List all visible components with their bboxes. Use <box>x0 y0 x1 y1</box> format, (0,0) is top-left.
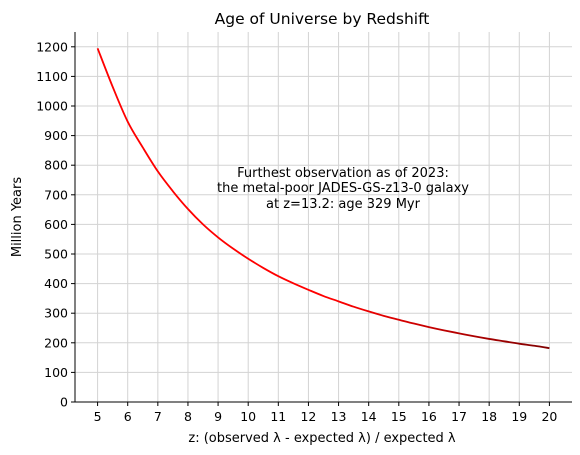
x-tick-label: 16 <box>421 409 437 424</box>
x-tick-label: 19 <box>511 409 527 424</box>
x-tick-label: 18 <box>481 409 497 424</box>
annotation: Furthest observation as of 2023: the met… <box>217 166 469 212</box>
x-tick-label: 15 <box>391 409 407 424</box>
y-tick-label: 200 <box>44 335 68 350</box>
x-tick-label: 20 <box>541 409 557 424</box>
x-ticks: 5 6 7 8 9 10 11 12 13 14 15 16 17 18 19 20 <box>94 402 557 424</box>
y-tick-label: 700 <box>44 187 68 202</box>
x-tick-label: 7 <box>154 409 162 424</box>
x-tick-label: 10 <box>240 409 256 424</box>
series-line <box>96 47 550 350</box>
x-tick-label: 17 <box>451 409 467 424</box>
y-tick-label: 800 <box>44 158 68 173</box>
x-tick-label: 14 <box>361 409 377 424</box>
y-tick-label: 600 <box>44 217 68 232</box>
x-axis-title: z: (observed λ - expected λ) / expected … <box>188 431 456 446</box>
y-tick-label: 500 <box>44 247 68 262</box>
grid <box>75 32 572 403</box>
y-tick-label: 1100 <box>36 69 68 84</box>
x-tick-label: 8 <box>184 409 192 424</box>
x-tick-label: 5 <box>94 409 102 424</box>
y-tick-label: 400 <box>44 276 68 291</box>
annotation-line-1: Furthest observation as of 2023: <box>237 166 449 181</box>
y-tick-label: 1200 <box>36 39 68 54</box>
y-axis-title: Million Years <box>10 177 25 258</box>
y-tick-label: 300 <box>44 306 68 321</box>
annotation-line-2: the metal-poor JADES-GS-z13-0 galaxy <box>217 181 469 196</box>
axes <box>74 32 572 403</box>
x-tick-label: 11 <box>270 409 286 424</box>
x-tick-label: 12 <box>300 409 316 424</box>
y-tick-label: 100 <box>44 365 68 380</box>
y-tick-label: 1000 <box>36 99 68 114</box>
annotation-line-3: at z=13.2: age 329 Myr <box>266 197 421 212</box>
x-tick-label: 6 <box>124 409 132 424</box>
x-tick-label: 9 <box>214 409 222 424</box>
chart-title: Age of Universe by Redshift <box>215 10 430 28</box>
y-ticks: 0 100 200 300 400 500 600 700 800 900 1000 1100 1200 <box>36 39 75 410</box>
x-tick-label: 13 <box>331 409 347 424</box>
y-tick-label: 900 <box>44 128 68 143</box>
y-tick-label: 0 <box>60 395 68 410</box>
